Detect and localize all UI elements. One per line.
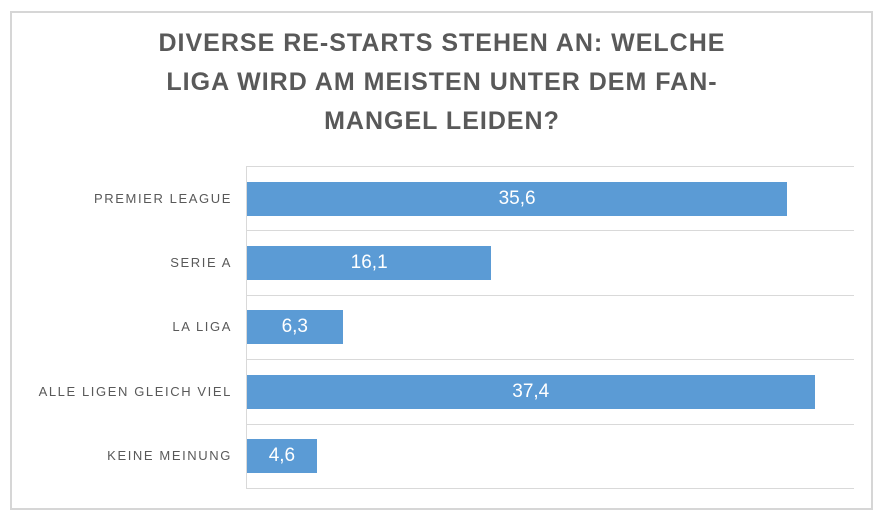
bar-la-liga: 6,3	[247, 310, 343, 345]
bar-row: 35,6	[247, 166, 854, 230]
bar-serie-a: 16,1	[247, 246, 492, 281]
plot-area: 35,6 16,1 6,3 37,4 4,6	[246, 166, 854, 489]
category-label-la-liga: LA LIGA	[172, 319, 232, 335]
chart-title-line: LIGA WIRD AM MEISTEN UNTER DEM FAN-	[166, 68, 718, 96]
bar-premier-league: 35,6	[247, 181, 788, 216]
bar-row: 6,3	[247, 294, 854, 359]
bar-keine-meinung: 4,6	[247, 439, 317, 474]
chart-title-line: DIVERSE RE-STARTS STEHEN AN: WELCHE	[158, 29, 726, 57]
bar-row: 4,6	[247, 423, 854, 488]
category-row: LA LIGA	[13, 295, 232, 359]
category-label-serie-a: SERIE A	[170, 255, 232, 271]
category-axis-labels: PREMIER LEAGUE SERIE A LA LIGA ALLE LIGE…	[13, 166, 232, 488]
category-label-premier-league: PREMIER LEAGUE	[94, 190, 232, 206]
category-row: PREMIER LEAGUE	[13, 166, 232, 230]
value-label-serie-a: 16,1	[350, 252, 388, 274]
category-row: SERIE A	[13, 230, 232, 294]
value-label-la-liga: 6,3	[281, 316, 308, 338]
bar-row: 37,4	[247, 359, 854, 423]
chart-title: DIVERSE RE-STARTS STEHEN AN: WELCHE LIGA…	[11, 24, 873, 141]
chart-title-line: MANGEL LEIDEN?	[324, 107, 560, 135]
category-row: ALLE LIGEN GLEICH VIEL	[13, 359, 232, 423]
value-label-premier-league: 35,6	[498, 187, 536, 209]
category-label-alle-ligen-gleich-viel: ALLE LIGEN GLEICH VIEL	[38, 383, 232, 399]
category-row: KEINE MEINUNG	[13, 424, 232, 488]
bar-alle-ligen-gleich-viel: 37,4	[247, 374, 815, 409]
bar-row: 16,1	[247, 230, 854, 294]
value-label-keine-meinung: 4,6	[268, 445, 296, 467]
value-label-alle-ligen-gleich-viel: 37,4	[512, 380, 550, 402]
category-label-keine-meinung: KEINE MEINUNG	[107, 448, 232, 464]
